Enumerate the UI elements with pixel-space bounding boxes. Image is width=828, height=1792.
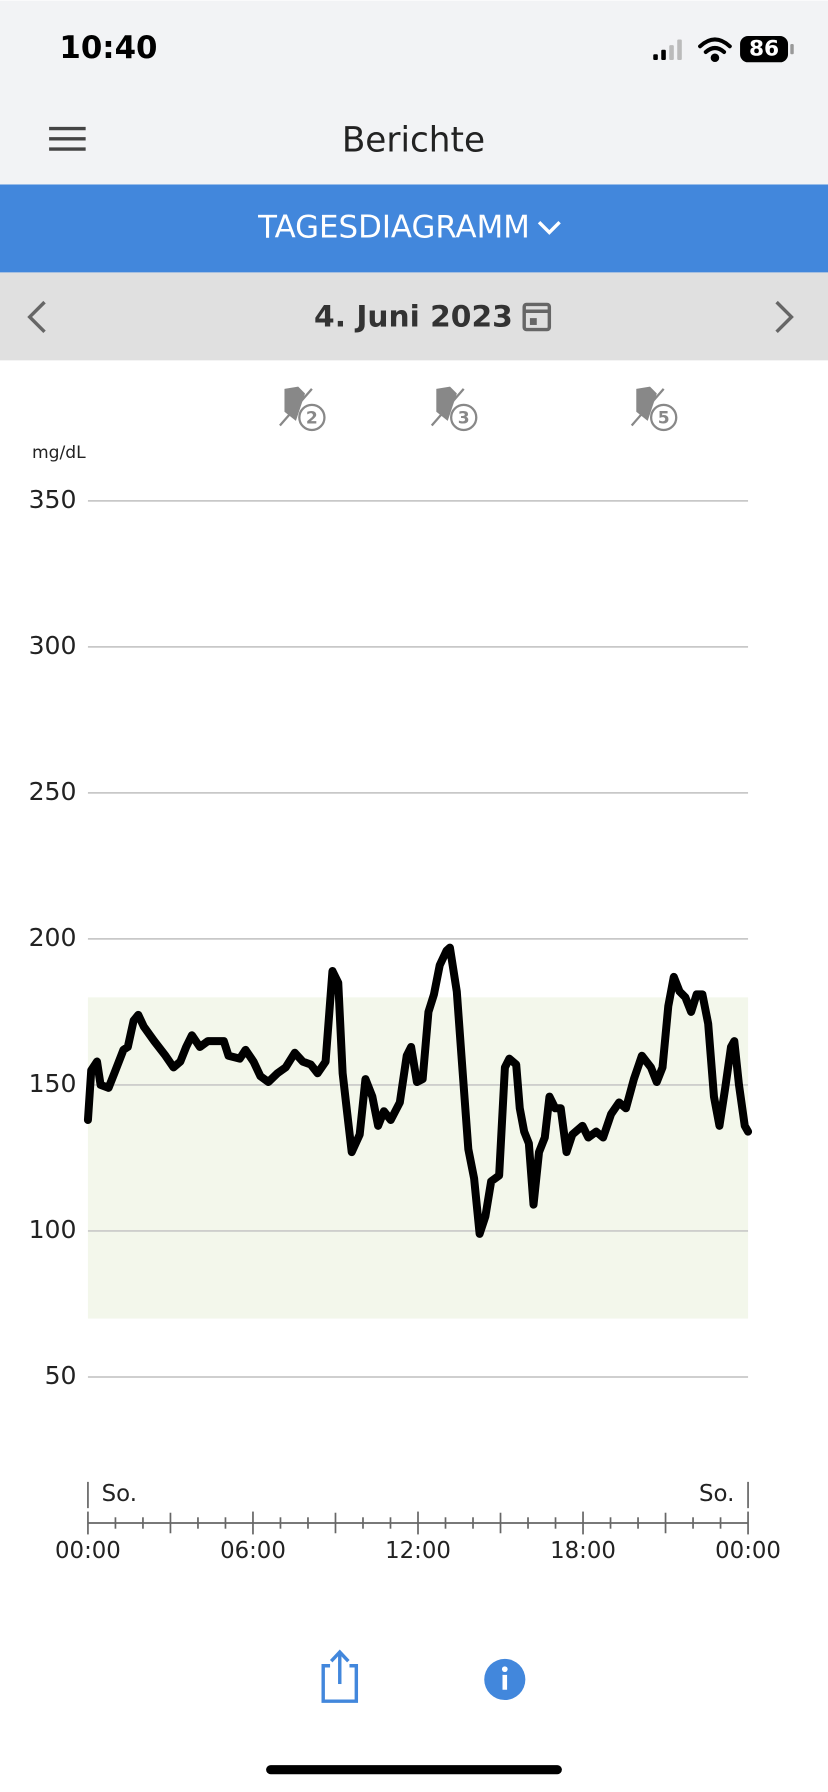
battery-level: 86 [749,37,779,62]
status-time: 10:40 [59,30,157,66]
info-button[interactable] [484,1658,526,1701]
x-tick-label: 06:00 [220,1538,286,1564]
page-title: Berichte [342,121,485,161]
prev-day[interactable] [27,300,46,334]
y-unit-label: mg/dL [32,443,86,463]
event-slash [630,388,665,427]
event-badge [298,403,326,432]
event-marker: 3 [430,386,478,432]
day-label: So. [102,1481,137,1507]
next-day[interactable] [775,300,794,334]
x-tick-label: 00:00 [715,1538,781,1564]
event-badge [649,403,678,432]
x-tick-label: 12:00 [385,1538,451,1564]
calendar-icon[interactable] [522,302,552,332]
battery-tip [790,44,794,55]
event-marker: 5 [630,386,678,432]
event-icon [284,386,306,421]
event-slash [430,388,465,427]
home-indicator [266,1765,562,1775]
signal-icon [653,39,682,61]
y-tick-label: 250 [29,777,77,806]
date-label[interactable]: 4. Juni 2023 [314,300,513,335]
event-number: 2 [306,409,318,429]
x-tick-label: 00:00 [55,1538,121,1564]
event-badge [450,403,478,432]
event-number: 3 [458,409,470,429]
day-label: So. [699,1481,734,1507]
tab-chevron[interactable] [537,220,561,235]
y-tick-label: 200 [29,923,77,952]
tab-label[interactable]: TAGESDIAGRAMM [257,210,530,246]
y-tick-label: 100 [29,1215,77,1244]
y-tick-label: 50 [45,1361,77,1390]
event-icon [436,386,457,421]
y-tick-label: 150 [29,1069,77,1098]
tab-bar[interactable] [0,184,828,273]
battery-icon [740,36,789,63]
glucose-line [83,943,753,1238]
wifi-icon [698,37,732,63]
y-tick-label: 300 [29,631,77,660]
share-button[interactable] [321,1649,359,1703]
event-marker: 2 [279,386,326,432]
y-tick-label: 350 [29,485,77,514]
event-icon [636,386,657,421]
x-tick-label: 18:00 [550,1538,616,1564]
event-slash [279,388,313,427]
chart: mg/dL 50 100 150 200 250 300 350 00:00 06:00 12:00… [29,386,781,1564]
top-bar [0,0,828,185]
date-bar [0,272,828,361]
event-number: 5 [658,409,670,429]
menu-button[interactable] [49,126,86,151]
target-range [87,997,749,1319]
